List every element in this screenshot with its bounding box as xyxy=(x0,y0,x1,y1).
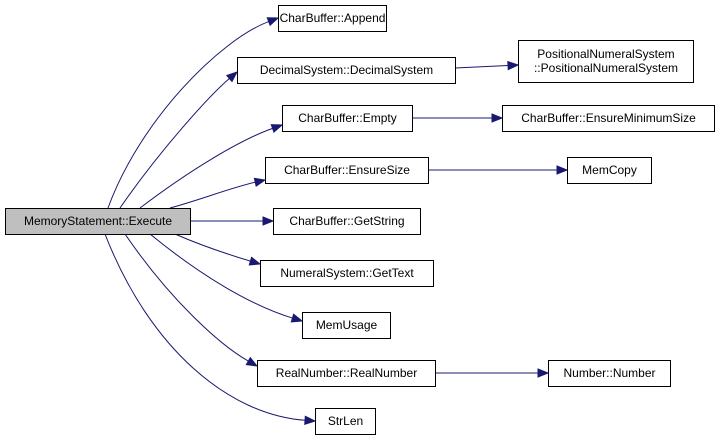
edge-root-gettext xyxy=(174,233,251,262)
node-positional[interactable]: PositionalNumeralSystem::PositionalNumer… xyxy=(518,40,694,83)
node-box-append xyxy=(278,5,387,32)
node-box-strlen xyxy=(315,408,376,435)
node-label-strlen: StrLen xyxy=(328,414,363,428)
node-label-root: MemoryStatement::Execute xyxy=(24,214,172,228)
node-box-number xyxy=(548,360,671,387)
arrowhead-empty-ensuremin xyxy=(491,113,504,123)
node-box-decimal xyxy=(237,57,456,84)
node-label-ensuremin: CharBuffer::EnsureMinimumSize xyxy=(521,111,696,125)
node-label-realnumber: RealNumber::RealNumber xyxy=(276,366,417,380)
edge-root-realnumber xyxy=(124,233,249,362)
node-box-root xyxy=(5,208,191,235)
node-gettext[interactable]: NumeralSystem::GetText xyxy=(260,260,434,287)
edge-root-decimal xyxy=(119,78,230,209)
arrowhead-root-realnumber xyxy=(245,356,259,367)
edge-root-strlen xyxy=(104,233,306,421)
node-realnumber[interactable]: RealNumber::RealNumber xyxy=(257,360,436,387)
arrowhead-root-getstring xyxy=(262,216,275,226)
node-append[interactable]: CharBuffer::Append xyxy=(278,5,387,32)
node-decimal[interactable]: DecimalSystem::DecimalSystem xyxy=(237,57,456,84)
arrowhead-root-strlen xyxy=(304,415,317,425)
node-label-empty: CharBuffer::Empty xyxy=(298,111,396,125)
edges-layer xyxy=(104,17,569,425)
edge-root-empty xyxy=(139,127,273,209)
node-memusage[interactable]: MemUsage xyxy=(302,312,391,339)
node-getstring[interactable]: CharBuffer::GetString xyxy=(273,208,421,235)
node-box-gettext xyxy=(260,260,434,287)
node-label-memusage: MemUsage xyxy=(316,318,378,332)
nodes-layer: MemoryStatement::Execute CharBuffer::Appe… xyxy=(5,5,715,435)
node-ensuremin[interactable]: CharBuffer::EnsureMinimumSize xyxy=(502,105,715,132)
node-box-positional xyxy=(518,40,694,83)
node-box-empty xyxy=(282,105,413,132)
node-box-getstring xyxy=(273,208,421,235)
node-label-ensuresize: CharBuffer::EnsureSize xyxy=(284,163,410,177)
node-label-positional: ::PositionalNumeralSystem xyxy=(534,61,678,75)
edge-root-memusage xyxy=(149,233,293,319)
node-number[interactable]: Number::Number xyxy=(548,360,671,387)
node-label-number: Number::Number xyxy=(563,366,655,380)
node-box-memusage xyxy=(302,312,391,339)
node-box-memcopy xyxy=(567,157,652,184)
arrowhead-root-empty xyxy=(270,124,284,133)
node-box-ensuresize xyxy=(265,157,429,184)
edge-root-append xyxy=(107,21,269,209)
node-label-memcopy: MemCopy xyxy=(582,163,637,177)
arrowhead-root-append xyxy=(266,17,280,27)
node-box-ensuremin xyxy=(502,105,715,132)
node-strlen[interactable]: StrLen xyxy=(315,408,376,435)
arrowhead-decimal-positional xyxy=(507,60,520,71)
node-label-positional: PositionalNumeralSystem xyxy=(537,47,674,61)
arrowhead-root-decimal xyxy=(225,71,239,83)
node-label-getstring: CharBuffer::GetString xyxy=(289,214,404,228)
node-label-decimal: DecimalSystem::DecimalSystem xyxy=(260,63,433,77)
node-label-append: CharBuffer::Append xyxy=(280,11,386,25)
edge-root-ensuresize xyxy=(169,181,256,209)
arrowhead-root-gettext xyxy=(248,256,262,266)
node-root[interactable]: MemoryStatement::Execute xyxy=(5,208,191,235)
node-empty[interactable]: CharBuffer::Empty xyxy=(282,105,413,132)
arrowhead-realnumber-number xyxy=(537,368,550,378)
edge-decimal-positional xyxy=(454,65,509,69)
node-box-realnumber xyxy=(257,360,436,387)
node-ensuresize[interactable]: CharBuffer::EnsureSize xyxy=(265,157,429,184)
node-memcopy[interactable]: MemCopy xyxy=(567,157,652,184)
arrowhead-ensuresize-memcopy xyxy=(556,165,569,175)
arrowhead-root-memusage xyxy=(290,313,304,323)
node-label-gettext: NumeralSystem::GetText xyxy=(280,266,414,280)
arrowhead-root-ensuresize xyxy=(253,177,267,187)
